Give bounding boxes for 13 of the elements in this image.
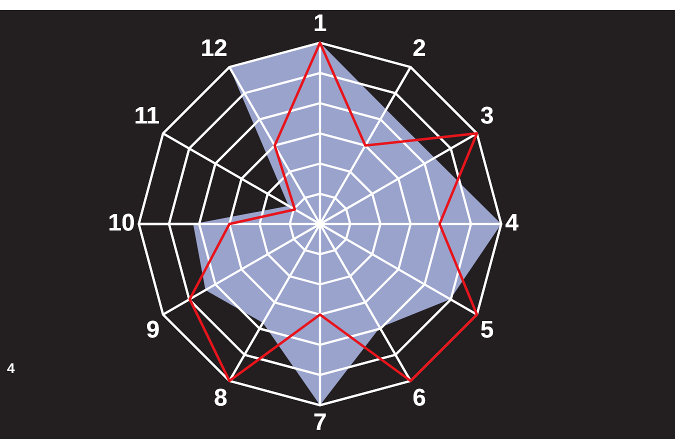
text: 4 xyxy=(7,360,15,376)
spoke-label: 9 xyxy=(146,316,160,344)
spoke-label: 7 xyxy=(313,409,327,436)
spoke-label: 6 xyxy=(412,384,426,412)
spoke-label: 8 xyxy=(214,384,228,412)
spoke-label: 5 xyxy=(480,316,494,344)
spoke-label: 2 xyxy=(412,34,426,62)
spoke-label: 1 xyxy=(313,10,327,38)
spoke-label: 3 xyxy=(480,102,494,130)
spoke-label: 11 xyxy=(134,102,160,130)
spoke-label: 10 xyxy=(108,210,135,237)
spoke-label: 4 xyxy=(505,210,520,237)
spoke-label: 12 xyxy=(200,34,228,62)
